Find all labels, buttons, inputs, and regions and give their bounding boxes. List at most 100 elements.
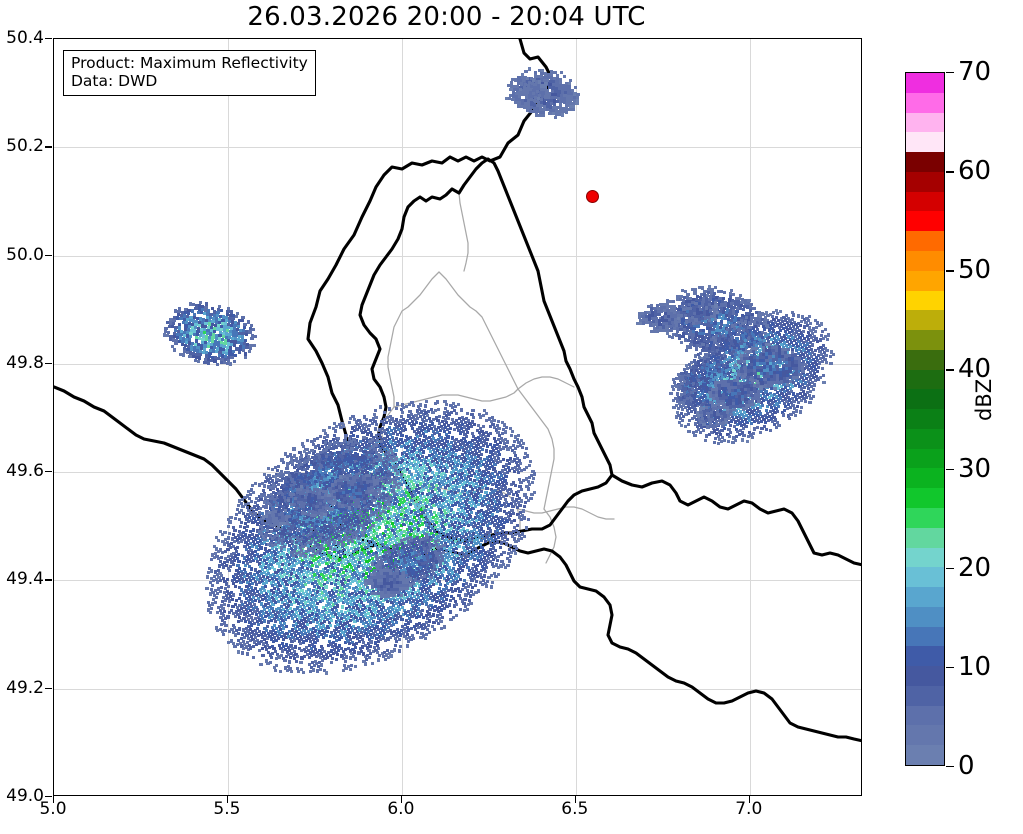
- radar-echo-pixel: [205, 575, 209, 579]
- radar-echo-pixel: [242, 326, 246, 330]
- radar-echo-pixel: [201, 321, 205, 325]
- radar-echo-pixel: [227, 531, 232, 536]
- radar-echo-pixel: [701, 361, 705, 365]
- radar-echo-pixel: [190, 325, 194, 329]
- radar-echo-pixel: [520, 72, 525, 77]
- radar-echo-pixel: [815, 370, 819, 374]
- radar-echo-pixel: [685, 371, 689, 375]
- radar-echo-pixel: [559, 103, 563, 107]
- radar-echo-pixel: [568, 82, 572, 86]
- radar-echo-pixel: [224, 338, 228, 342]
- radar-echo-pixel: [222, 344, 226, 349]
- radar-echo-pixel: [561, 110, 565, 114]
- radar-echo-pixel: [741, 438, 745, 442]
- radar-echo-pixel: [283, 659, 287, 663]
- radar-echo-pixel: [223, 341, 227, 345]
- radar-echo-pixel: [700, 365, 704, 370]
- radar-echo-pixel: [683, 387, 687, 391]
- radar-echo-pixel: [554, 89, 558, 94]
- radar-echo-pixel: [186, 328, 191, 332]
- radar-echo-pixel: [520, 76, 524, 80]
- radar-echo-pixel: [203, 360, 207, 364]
- radar-echo-pixel: [222, 602, 226, 606]
- radar-echo-pixel: [516, 82, 520, 86]
- radar-echo-pixel: [219, 347, 223, 351]
- radar-echo-pixel: [746, 305, 750, 309]
- radar-echo-pixel: [831, 353, 835, 357]
- radar-echo-pixel: [683, 338, 687, 342]
- radar-echo-pixel: [763, 315, 767, 319]
- radar-echo-pixel: [204, 321, 208, 326]
- radar-echo-pixel: [742, 434, 746, 438]
- radar-echo-pixel: [178, 339, 182, 343]
- radar-echo-pixel: [741, 297, 745, 302]
- radar-echo-pixel: [690, 287, 695, 291]
- radar-echo-pixel: [211, 319, 215, 324]
- radar-echo-pixel: [728, 435, 732, 439]
- radar-echo-pixel: [197, 323, 201, 327]
- radar-echo-pixel: [692, 370, 696, 375]
- radar-echo-pixel: [816, 365, 821, 370]
- radar-echo-pixel: [209, 345, 213, 349]
- radar-echo-pixel: [688, 300, 692, 304]
- radar-echo-pixel: [749, 306, 753, 310]
- radar-echo-pixel: [689, 409, 694, 414]
- radar-echo-pixel: [735, 416, 739, 420]
- radar-echo-pixel: [695, 425, 699, 429]
- radar-echo-pixel: [812, 394, 816, 399]
- radar-echo-pixel: [702, 394, 707, 398]
- radar-echo-pixel: [347, 586, 351, 590]
- radar-echo-pixel: [207, 325, 211, 329]
- radar-echo-pixel: [699, 381, 703, 385]
- radar-echo-pixel: [820, 322, 824, 326]
- radar-echo-pixel: [669, 329, 673, 333]
- radar-echo-pixel: [209, 606, 214, 610]
- radar-echo-pixel: [709, 398, 713, 402]
- radar-echo-pixel: [557, 93, 561, 97]
- radar-echo-pixel: [725, 307, 730, 312]
- radar-echo-pixel: [208, 332, 213, 336]
- map-plot-area[interactable]: Product: Maximum Reflectivity Data: DWD: [53, 38, 862, 796]
- radar-echo-pixel: [756, 317, 760, 321]
- radar-echo-pixel: [821, 366, 825, 371]
- radar-echo-pixel: [689, 384, 693, 388]
- radar-echo-pixel: [675, 333, 679, 337]
- radar-echo-pixel: [689, 342, 693, 347]
- radar-echo-pixel: [175, 338, 179, 343]
- radar-echo-pixel: [700, 286, 705, 290]
- radar-echo-pixel: [695, 330, 699, 335]
- radar-echo-pixel: [742, 415, 746, 419]
- radar-echo-pixel: [703, 319, 708, 323]
- radar-echo-pixel: [205, 351, 209, 355]
- radar-echo-pixel: [697, 386, 702, 390]
- radar-echo-pixel: [325, 629, 329, 633]
- radar-echo-pixel: [672, 377, 676, 381]
- radar-echo-pixel: [395, 620, 399, 625]
- radar-echo-pixel: [216, 327, 220, 331]
- radar-echo-pixel: [243, 339, 247, 343]
- radar-echo-pixel: [200, 340, 205, 344]
- radar-echo-pixel: [747, 430, 751, 434]
- radar-echo-pixel: [215, 314, 219, 318]
- radar-echo-pixel: [554, 115, 558, 119]
- radar-echo-pixel: [198, 353, 202, 357]
- radar-echo-pixel: [230, 320, 235, 324]
- radar-echo-pixel: [674, 396, 678, 401]
- radar-echo-pixel: [505, 96, 509, 100]
- radar-echo-pixel: [752, 306, 756, 310]
- radar-echo-pixel: [223, 358, 227, 362]
- radar-echo-pixel: [736, 306, 740, 310]
- radar-echo-pixel: [173, 315, 177, 319]
- radar-echo-pixel: [718, 296, 722, 300]
- radar-echo-pixel: [716, 322, 720, 326]
- radar-echo-pixel: [230, 323, 234, 327]
- radar-echo-pixel: [760, 331, 764, 335]
- radar-echo-pixel: [700, 322, 704, 326]
- radar-echo-pixel: [216, 307, 221, 312]
- radar-echo-pixel: [729, 308, 733, 312]
- radar-echo-pixel: [564, 107, 569, 111]
- radar-echo-pixel: [694, 399, 698, 403]
- radar-echo-pixel: [738, 294, 742, 298]
- radar-echo-pixel: [520, 79, 524, 83]
- radar-echo-pixel: [685, 390, 689, 394]
